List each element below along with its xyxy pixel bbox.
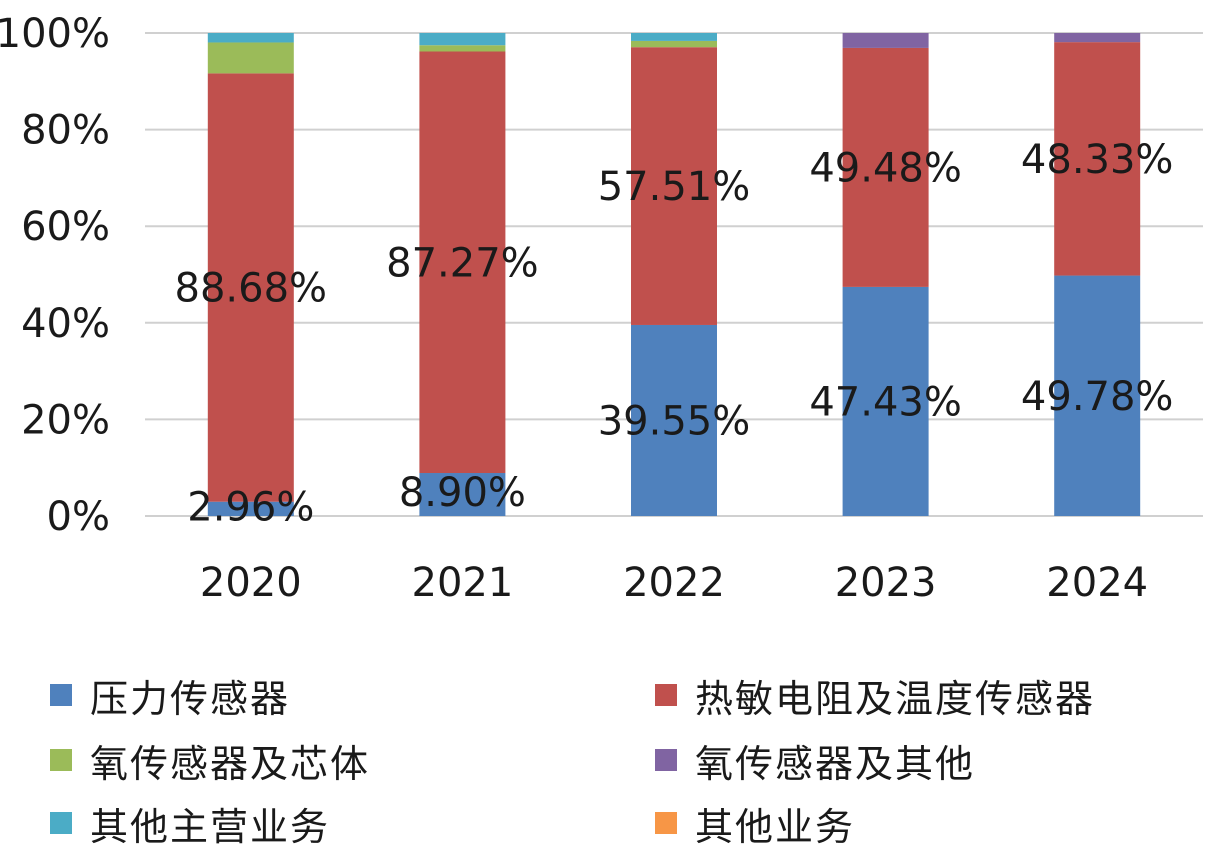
data-label: 87.27% <box>386 240 539 286</box>
data-label: 48.33% <box>1021 137 1174 183</box>
bar-segment <box>631 47 717 325</box>
data-label: 39.55% <box>598 398 751 444</box>
data-label: 2.96% <box>187 484 314 530</box>
data-label: 57.51% <box>598 164 751 210</box>
bar-segment <box>631 324 717 516</box>
bar-segment <box>631 40 717 48</box>
bar-segment <box>207 42 294 74</box>
x-tick-label: 2021 <box>412 560 514 606</box>
bars <box>207 33 1141 516</box>
bar-segment <box>419 45 506 52</box>
data-labels: 2.96% 88.68% 8.90% 87.27% 39.55% 57.51% 47.43%… <box>175 137 1174 531</box>
bar-segment <box>207 33 294 43</box>
data-label: 49.48% <box>809 145 962 191</box>
bar-segment <box>842 33 929 48</box>
x-tick-label: 2022 <box>623 560 725 606</box>
bar-segment <box>207 73 294 502</box>
bar-segment <box>842 286 929 516</box>
y-tick-label: 0% <box>47 494 110 540</box>
x-tick-label: 2020 <box>200 560 302 606</box>
bar-segment <box>1054 33 1141 43</box>
y-tick-label: 80% <box>21 108 110 154</box>
data-label: 49.78% <box>1021 374 1174 420</box>
bar-segment <box>1054 42 1141 276</box>
data-label: 8.90% <box>399 470 526 516</box>
bar-segment <box>842 47 929 287</box>
y-tick-label: 40% <box>21 301 110 347</box>
bar-segment <box>419 473 506 516</box>
data-label: 47.43% <box>809 379 962 425</box>
data-label: 88.68% <box>175 266 328 312</box>
bar-segment <box>419 33 506 46</box>
bar-segment <box>631 33 717 41</box>
x-axis-tick-labels: 2020 2021 2022 2023 2024 <box>200 560 1148 606</box>
y-tick-label: 60% <box>21 204 110 250</box>
bar-segment <box>1054 275 1141 516</box>
x-tick-label: 2024 <box>1046 560 1148 606</box>
bar-segment <box>207 501 294 516</box>
bar-segment <box>419 51 506 474</box>
y-tick-label: 20% <box>21 397 110 443</box>
x-tick-label: 2023 <box>835 560 937 606</box>
y-tick-label: 100% <box>0 11 110 57</box>
y-axis-tick-labels: 0% 20% 40% 60% 80% 100% <box>0 11 110 540</box>
